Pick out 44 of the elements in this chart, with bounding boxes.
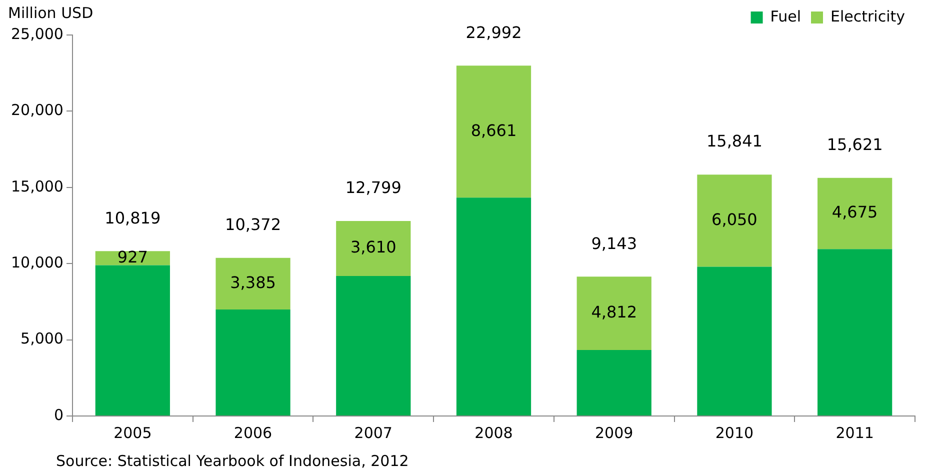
data-label: 4,675 [832,202,878,222]
bar [216,310,290,416]
x-tick-label: 2005 [114,424,152,442]
data-label: 4,812 [591,302,638,322]
x-tick-label: 2008 [474,424,513,442]
y-axis-title: Million USD [8,4,94,22]
x-tick-label: 2009 [595,424,634,442]
data-label: 8,661 [470,120,517,140]
bar [576,350,652,416]
bar [95,265,170,416]
x-tick-label: 2006 [234,424,272,442]
data-label: 3,610 [350,238,396,257]
total-label: 15,841 [706,132,762,151]
total-label: 15,621 [826,135,883,154]
y-tick-label: 10,000 [10,253,64,272]
y-tick-label: 20,000 [10,101,64,120]
y-tick-label: 5,000 [20,330,64,348]
x-tick-label: 2007 [354,424,392,442]
legend-label: Fuel [770,7,801,26]
bar [216,258,290,310]
bar [576,276,652,350]
total-label: 9,143 [591,234,638,253]
x-tick-label: 2010 [715,424,754,442]
total-label: 10,372 [225,215,282,234]
x-tick-label: 2011 [836,424,874,442]
total-label: 22,992 [466,22,522,42]
bar [456,198,532,416]
data-label: 6,050 [712,210,758,229]
y-tick-label: 15,000 [10,177,64,196]
bar [818,178,892,250]
bar [336,276,411,416]
bar [456,66,532,198]
data-label: 3,385 [230,272,276,292]
bar [697,266,772,416]
bar [697,174,772,267]
source-note: Source: Statistical Yearbook of Indonesia, 2012 [56,452,409,470]
legend-label: Electricity [830,7,906,26]
bar [818,249,892,416]
data-label: 927 [117,247,148,266]
y-tick-label: 0 [54,406,64,424]
total-label: 10,819 [104,208,161,228]
y-tick-label: 25,000 [10,24,64,43]
bar [336,220,411,276]
total-label: 12,799 [345,178,402,198]
